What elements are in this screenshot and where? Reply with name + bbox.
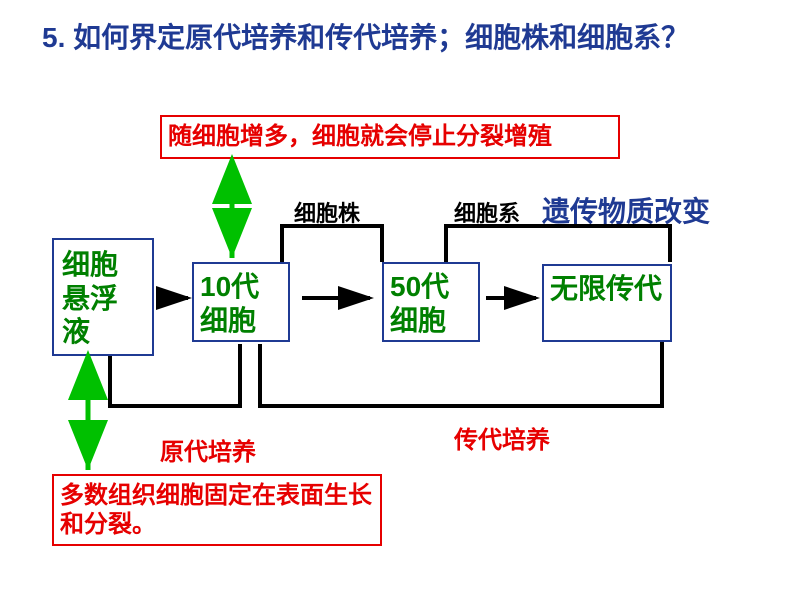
unlimited-text: 无限传代 (550, 272, 662, 306)
question-title: 5. 如何界定原代培养和传代培养；细胞株和细胞系？ (42, 18, 742, 57)
unlimited-box: 无限传代 (542, 264, 672, 342)
subculture-label: 传代培养 (454, 420, 550, 455)
cell-suspension-box: 细胞悬浮液 (52, 238, 154, 356)
bracket-subculture (260, 342, 662, 406)
top-note-box: 随细胞增多，细胞就会停止分裂增殖 (160, 115, 620, 159)
cell-line-label: 细胞系 (454, 196, 520, 228)
cell-strain-label: 细胞株 (294, 196, 360, 228)
primary-culture-label: 原代培养 (160, 432, 256, 467)
gen10-box: 10代细胞 (192, 262, 290, 342)
bracket-cell-line (446, 226, 670, 262)
gen50-text: 50代细胞 (390, 270, 472, 337)
genetic-change-label: 遗传物质改变 (542, 190, 710, 230)
top-note-text: 随细胞增多，细胞就会停止分裂增殖 (168, 123, 552, 152)
cell-suspension-text: 细胞悬浮液 (62, 248, 144, 349)
bottom-note-text: 多数组织细胞固定在表面生长和分裂。 (60, 482, 374, 540)
gen10-text: 10代细胞 (200, 270, 282, 337)
bottom-note-box: 多数组织细胞固定在表面生长和分裂。 (52, 474, 382, 546)
gen50-box: 50代细胞 (382, 262, 480, 342)
bracket-cell-strain (282, 226, 382, 262)
